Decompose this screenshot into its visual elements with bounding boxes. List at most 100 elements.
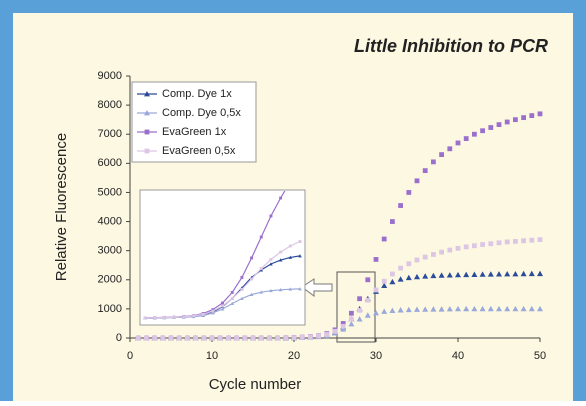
- point: [405, 306, 412, 313]
- point: [240, 296, 244, 300]
- point: [463, 244, 469, 250]
- point: [438, 272, 445, 278]
- point: [479, 271, 486, 277]
- point: [240, 276, 244, 279]
- point: [357, 296, 362, 302]
- point: [528, 270, 535, 277]
- point: [472, 243, 477, 249]
- point: [455, 245, 461, 251]
- point: [446, 306, 453, 312]
- zoom-box: [336, 271, 376, 343]
- y-tick-label: 7000: [98, 128, 122, 140]
- point: [176, 335, 182, 341]
- point: [496, 122, 502, 128]
- point: [496, 240, 502, 246]
- point: [288, 287, 293, 291]
- point: [504, 239, 510, 245]
- point: [512, 270, 519, 277]
- point: [279, 250, 283, 254]
- point: [298, 240, 302, 243]
- inset-plot: [143, 191, 302, 320]
- point: [144, 335, 149, 341]
- y-tick-label: 6000: [98, 157, 122, 169]
- point: [162, 316, 166, 319]
- point: [234, 335, 239, 341]
- point: [308, 334, 313, 340]
- point: [390, 271, 395, 277]
- point: [455, 140, 461, 146]
- legend-label: Comp. Dye 0,5x: [162, 107, 241, 119]
- point: [463, 305, 470, 312]
- point: [221, 301, 224, 305]
- point: [221, 304, 224, 308]
- point: [480, 128, 485, 134]
- point: [488, 125, 494, 130]
- point: [220, 307, 225, 311]
- point: [230, 291, 234, 294]
- point: [422, 254, 428, 260]
- point: [463, 136, 469, 141]
- point: [144, 110, 150, 116]
- legend-label: EvaGreen 0,5x: [162, 145, 236, 157]
- point: [217, 335, 223, 341]
- point: [259, 267, 263, 270]
- point: [537, 111, 543, 117]
- point: [513, 117, 518, 123]
- point: [299, 334, 305, 340]
- x-axis-label: Cycle number: [209, 376, 302, 393]
- point: [340, 326, 347, 332]
- point: [288, 244, 292, 248]
- point: [357, 307, 362, 313]
- point: [288, 255, 293, 259]
- point: [487, 271, 494, 277]
- point: [279, 196, 283, 200]
- point: [144, 91, 150, 97]
- point: [278, 258, 283, 262]
- point: [471, 271, 478, 277]
- point: [144, 148, 150, 154]
- point: [172, 315, 176, 319]
- legend: [131, 81, 257, 163]
- point: [431, 159, 436, 165]
- point: [250, 335, 256, 341]
- point: [191, 314, 195, 318]
- point: [397, 276, 404, 282]
- point: [398, 265, 403, 271]
- point: [513, 238, 518, 244]
- point: [143, 316, 147, 320]
- point: [144, 129, 150, 135]
- point: [356, 316, 363, 322]
- point: [405, 274, 412, 281]
- point: [479, 305, 486, 312]
- point: [211, 311, 215, 315]
- point: [504, 270, 511, 277]
- y-axis-label: Relative Fluorescence: [53, 133, 70, 281]
- chart-title: Little Inhibition to PCR: [354, 36, 548, 56]
- point: [439, 249, 444, 255]
- point: [390, 219, 395, 224]
- point: [349, 310, 354, 316]
- point: [480, 242, 485, 247]
- point: [242, 335, 248, 341]
- y-tick-label: 8000: [98, 99, 122, 111]
- point: [283, 335, 289, 341]
- point: [201, 335, 207, 341]
- point: [537, 237, 543, 243]
- point: [512, 305, 519, 312]
- point: [240, 288, 244, 291]
- point: [414, 306, 420, 312]
- point: [414, 273, 420, 280]
- point: [496, 305, 502, 312]
- point: [135, 335, 141, 341]
- point: [447, 146, 453, 152]
- legend-label: Comp. Dye 1x: [162, 88, 232, 100]
- point: [529, 113, 535, 118]
- point: [471, 305, 478, 312]
- point: [267, 335, 272, 341]
- point: [430, 306, 437, 312]
- point: [298, 287, 302, 291]
- point: [269, 214, 273, 218]
- point: [153, 316, 157, 320]
- point: [422, 273, 429, 279]
- point: [537, 270, 543, 277]
